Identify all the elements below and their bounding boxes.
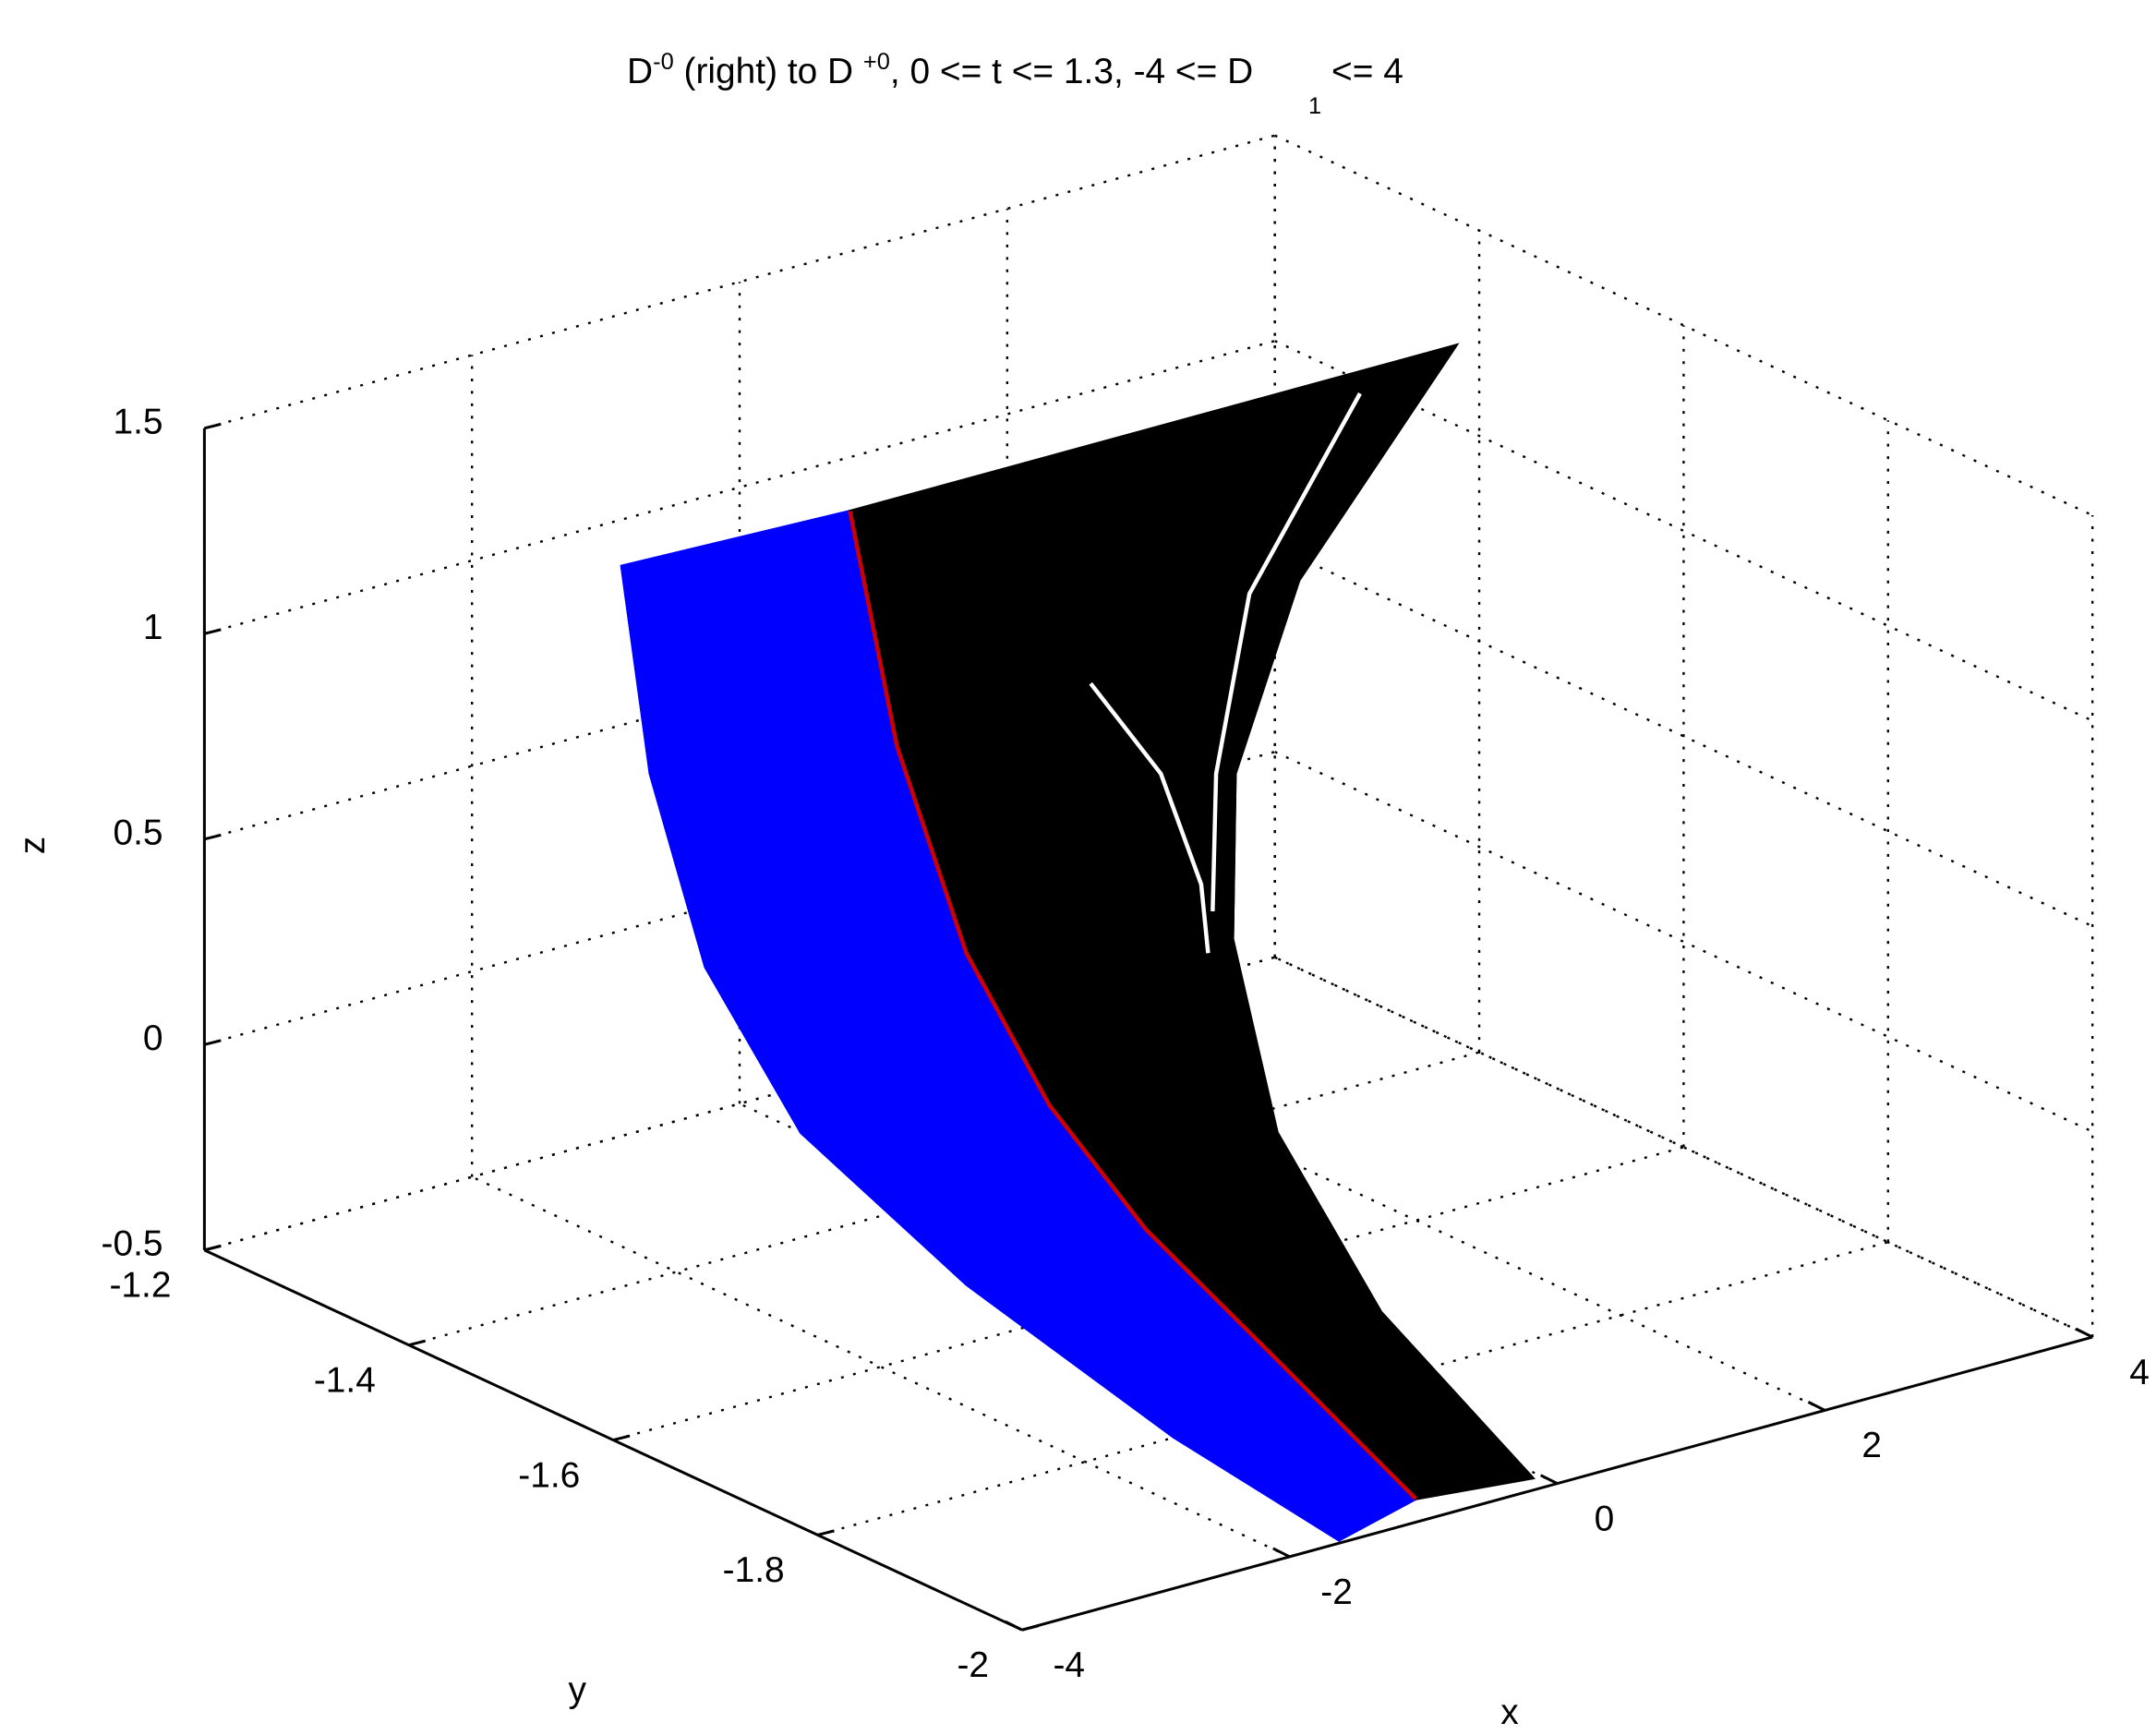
y-axis-label: y bbox=[569, 1670, 587, 1710]
band-edge bbox=[620, 565, 1341, 1542]
grid-line bbox=[1274, 134, 2093, 517]
z-tick bbox=[204, 628, 222, 635]
z-tick-label: -0.5 bbox=[102, 1224, 163, 1264]
title-part: , 0 <= t <= 1.3, -4 <= D bbox=[890, 52, 1253, 91]
y-tick-label: -1.6 bbox=[518, 1455, 580, 1495]
title-part: -0 bbox=[653, 49, 674, 75]
grid-line bbox=[1274, 751, 2093, 1133]
y-tick bbox=[612, 1434, 631, 1441]
grid-line bbox=[1274, 956, 2093, 1339]
y-tick-label: -2 bbox=[957, 1645, 989, 1685]
band-edge bbox=[1231, 344, 1535, 1479]
chart-title: D-0 (right) to D +0, 0 <= t <= 1.3, -4 <… bbox=[627, 49, 1403, 119]
z-tick bbox=[204, 422, 222, 430]
y-tick bbox=[817, 1529, 835, 1536]
y-tick bbox=[1021, 1624, 1040, 1632]
x-tick bbox=[2075, 1327, 2093, 1339]
z-axis-label: z bbox=[13, 837, 53, 854]
y-tick-label: -1.2 bbox=[109, 1266, 171, 1306]
grid-line bbox=[471, 1175, 1291, 1559]
grid-line bbox=[1274, 956, 2093, 1339]
y-tick bbox=[204, 1244, 222, 1252]
title-part: <= 4 bbox=[1321, 52, 1403, 91]
x-tick-label: 0 bbox=[1595, 1500, 1615, 1539]
trajectory bbox=[848, 511, 1417, 1500]
z-tick-label: 0 bbox=[143, 1018, 163, 1058]
title-part: +0 bbox=[863, 49, 890, 75]
z-tick-label: 1.5 bbox=[113, 403, 163, 442]
title-part: D bbox=[627, 52, 653, 91]
x-tick-label: 4 bbox=[2129, 1353, 2150, 1392]
title-part: 1 bbox=[1308, 93, 1321, 119]
x-tick bbox=[1807, 1401, 1826, 1412]
z-tick-label: 0.5 bbox=[113, 813, 163, 853]
z-tick bbox=[204, 833, 222, 841]
z-tick bbox=[204, 1039, 222, 1046]
title-part: (right) to D bbox=[674, 52, 863, 91]
x-axis-label: x bbox=[1500, 1693, 1519, 1732]
y-tick bbox=[408, 1339, 427, 1347]
trajectory bbox=[1089, 681, 1210, 954]
x-tick-label: 2 bbox=[1861, 1426, 1882, 1465]
trajectory bbox=[1210, 392, 1362, 911]
y-tick-label: -1.4 bbox=[314, 1361, 376, 1401]
z-tick-label: 1 bbox=[143, 608, 163, 647]
grid-line bbox=[1006, 1029, 1825, 1412]
grid-line bbox=[1274, 545, 2093, 928]
x-tick-label: -2 bbox=[1320, 1572, 1353, 1612]
x-tick bbox=[1539, 1474, 1559, 1485]
x-tick-label: -4 bbox=[1053, 1645, 1085, 1685]
y-tick-label: -1.8 bbox=[723, 1550, 785, 1590]
x-tick bbox=[1005, 1620, 1023, 1632]
x-tick bbox=[1272, 1547, 1291, 1559]
